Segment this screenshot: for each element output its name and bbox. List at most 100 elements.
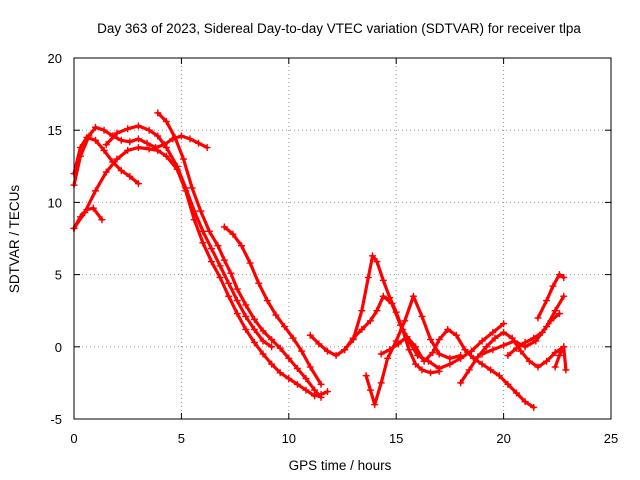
data-point [504,351,512,359]
data-point [263,297,271,305]
data-point [315,340,323,348]
series-pass-14 [504,310,563,359]
data-point [358,325,366,333]
data-point [91,187,99,195]
data-point [457,351,465,359]
data-point [495,372,503,380]
data-point [452,331,460,339]
plot-area [70,109,570,411]
data-point [216,273,224,281]
data-point [461,346,469,354]
data-point [302,375,310,383]
data-point [384,354,392,362]
data-point [91,123,99,131]
data-point [162,118,170,126]
series-line [506,312,561,358]
series-points [220,223,325,388]
data-point [276,344,284,352]
data-point [250,338,258,346]
data-point [512,389,520,397]
data-point [446,354,454,362]
data-point [195,139,203,147]
data-point [100,126,108,134]
data-point [197,207,205,215]
data-point [409,292,417,300]
series-points [457,328,568,387]
data-point [233,310,241,318]
data-point [467,347,475,355]
data-point [276,369,284,377]
series-pass-10 [362,292,465,409]
data-point [403,333,411,341]
series-line [553,345,568,372]
data-point [134,144,142,152]
data-point [560,292,568,300]
series-pass-5 [102,122,276,351]
data-point [81,209,89,217]
series-points [362,292,465,409]
x-tick-label: 5 [178,431,185,446]
data-point [444,325,452,333]
data-point [173,162,181,170]
data-point [562,366,570,374]
data-point [560,343,568,351]
data-point [207,245,215,253]
series-points [154,109,325,401]
data-point [377,350,385,358]
data-point [285,375,293,383]
series-line [156,111,323,399]
data-point [555,271,563,279]
data-point [386,346,394,354]
series-pass-9 [341,252,443,377]
data-point [186,135,194,143]
data-point [306,363,314,371]
data-point [323,347,331,355]
data-point [180,155,188,163]
series-points [102,122,276,351]
data-point [100,146,108,154]
data-point [427,336,435,344]
data-point [205,227,213,235]
data-point [465,366,473,374]
data-point [89,204,97,212]
series-points [534,271,568,322]
series-pass-15 [534,271,568,322]
data-point [500,328,508,336]
data-point [311,386,319,394]
data-point [512,344,520,352]
series-pass-7 [220,223,325,388]
data-point [366,317,374,325]
data-point [98,216,106,224]
data-point [364,273,372,281]
data-point [188,184,196,192]
x-axis-label: GPS time / hours [289,458,392,473]
data-point [145,145,153,153]
x-tick-label: 10 [282,431,296,446]
data-point [117,136,125,144]
data-point [377,379,385,387]
data-point [534,314,542,322]
data-point [551,307,559,315]
data-point [289,334,297,342]
data-point [332,351,340,359]
data-point [143,139,151,147]
series-pass-6 [154,109,325,401]
data-point [349,336,357,344]
data-point [560,273,568,281]
data-point [478,350,486,358]
series-pass-13 [478,292,568,358]
data-point [530,403,538,411]
data-point [298,347,306,355]
data-point [134,135,142,143]
data-point [478,337,486,345]
data-point [500,341,508,349]
data-point [91,136,99,144]
series-points [478,292,568,358]
data-point [510,337,518,345]
data-point [220,223,228,231]
data-point [306,331,314,339]
data-point [547,317,555,325]
x-tick-label: 0 [70,431,77,446]
y-tick-label: 10 [48,195,62,210]
data-point [427,369,435,377]
